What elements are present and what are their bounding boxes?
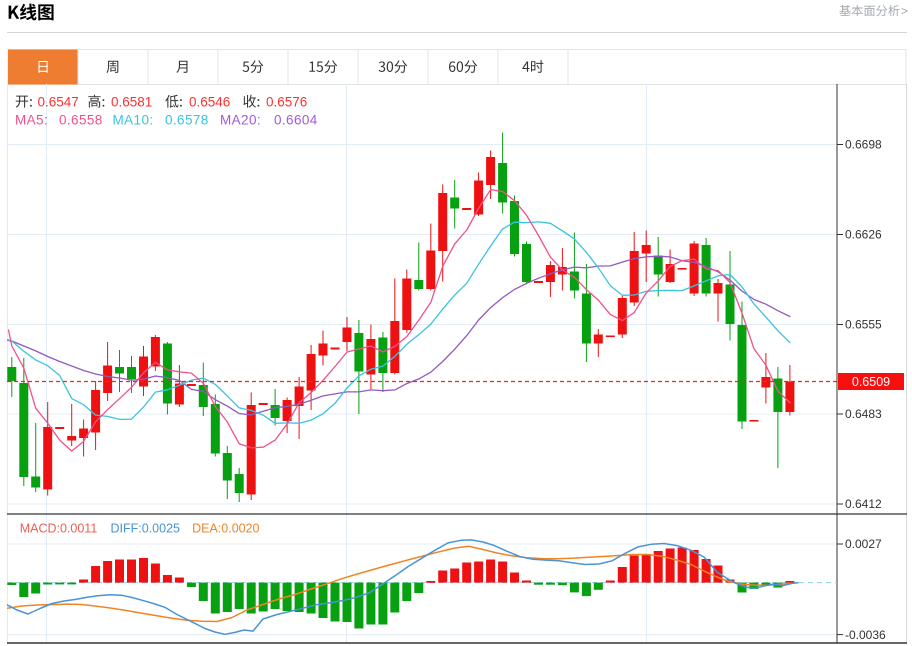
- svg-text:0.6626: 0.6626: [845, 228, 882, 242]
- svg-text:MA5:: MA5:: [15, 113, 48, 128]
- svg-text:DIFF:0.0025: DIFF:0.0025: [111, 522, 181, 536]
- svg-text:0.6581: 0.6581: [111, 95, 152, 110]
- svg-text:0.6576: 0.6576: [266, 95, 307, 110]
- svg-text:0.6698: 0.6698: [845, 138, 882, 152]
- svg-text:MA10:: MA10:: [113, 113, 154, 128]
- svg-text:0.0027: 0.0027: [845, 537, 882, 551]
- svg-text:>: >: [901, 4, 908, 18]
- svg-text:0.6555: 0.6555: [845, 318, 882, 332]
- svg-text:0.6546: 0.6546: [189, 95, 230, 110]
- svg-text:0.6483: 0.6483: [845, 407, 882, 421]
- svg-text:MACD:0.0011: MACD:0.0011: [20, 522, 98, 536]
- svg-text:0.6509: 0.6509: [852, 375, 890, 389]
- svg-text:0.6578: 0.6578: [165, 113, 209, 128]
- svg-text:0.6412: 0.6412: [845, 497, 882, 511]
- svg-text:0.6604: 0.6604: [274, 113, 318, 128]
- svg-text:-0.0036: -0.0036: [845, 628, 886, 642]
- svg-text:MA20:: MA20:: [220, 113, 261, 128]
- svg-text:DEA:0.0020: DEA:0.0020: [192, 522, 259, 536]
- svg-text:0.6547: 0.6547: [38, 95, 79, 110]
- svg-text:0.6558: 0.6558: [59, 113, 103, 128]
